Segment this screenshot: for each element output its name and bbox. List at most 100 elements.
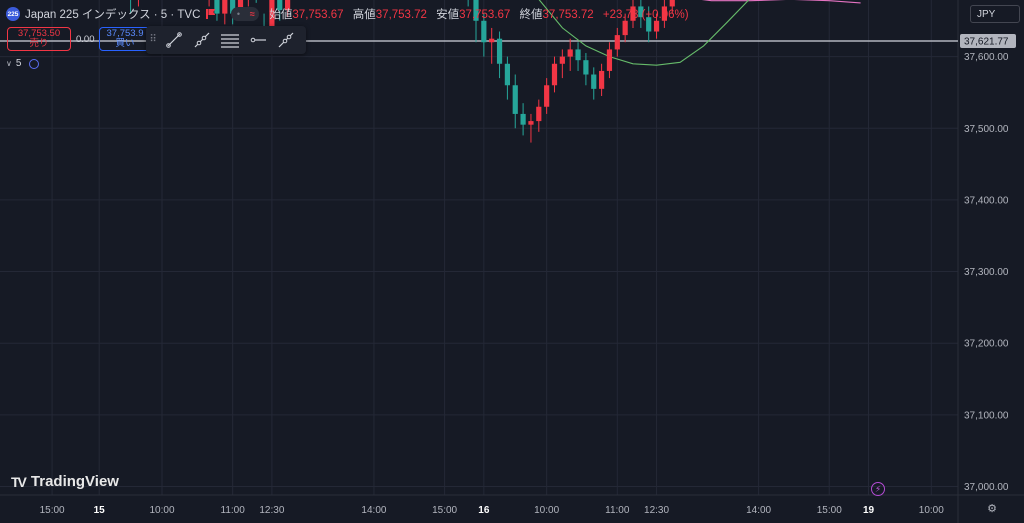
- candle: [551, 63, 558, 86]
- candle: [230, 0, 236, 14]
- x-tick-label: 16: [478, 505, 490, 516]
- chart-header: 225 Japan 225 インデックス · 5 · TVC • ≈ 始値37,…: [6, 6, 689, 22]
- horizontal-ray-icon[interactable]: [244, 28, 272, 52]
- candle: [528, 121, 534, 125]
- candle: [277, 0, 283, 11]
- candle: [638, 6, 644, 18]
- ohlc-low-value: 37,753.67: [459, 9, 511, 21]
- price-line-tag: [960, 34, 1016, 49]
- candle: [496, 38, 503, 64]
- candle: [630, 6, 636, 21]
- parallel-channel-icon[interactable]: [216, 28, 244, 52]
- trend-line-icon[interactable]: [160, 28, 188, 52]
- candle: [591, 74, 597, 89]
- candle: [661, 6, 667, 21]
- y-tick-label: 37,400.00: [964, 195, 1009, 206]
- currency-select[interactable]: JPY: [970, 5, 1020, 23]
- y-tick-label: 37,200.00: [964, 339, 1009, 350]
- ohlc-low-label: 安値: [436, 9, 460, 21]
- x-tick-label: 12:30: [259, 505, 284, 516]
- candle: [599, 70, 605, 89]
- pill-left: •: [236, 9, 240, 19]
- candle: [269, 0, 275, 32]
- x-tick-label: 15:00: [40, 505, 65, 516]
- candle: [512, 85, 518, 114]
- ohlc-change: +23.78 (+0.06%): [602, 9, 689, 21]
- ohlc-high-value: 37,753.72: [375, 9, 427, 21]
- x-tick-label: 12:30: [644, 505, 669, 516]
- x-tick-label: 15:00: [817, 505, 842, 516]
- y-tick-label: 37,500.00: [964, 124, 1009, 135]
- candle: [214, 0, 220, 14]
- x-tick-label: 10:00: [919, 505, 944, 516]
- price-line-label: 37,621.77: [964, 37, 1009, 48]
- candle: [481, 20, 487, 43]
- candle: [544, 85, 550, 107]
- lightning-icon[interactable]: ⚡: [871, 482, 885, 496]
- candle: [614, 35, 620, 50]
- y-tick-label: 37,600.00: [964, 52, 1009, 63]
- ohlc-high-label: 高値: [352, 9, 376, 21]
- candle: [583, 60, 589, 75]
- visibility-icon[interactable]: [29, 58, 40, 69]
- ohlc-open-value: 37,753.67: [292, 9, 344, 21]
- drawing-toolbar: ⠿: [146, 26, 306, 54]
- interval-toggle[interactable]: ∨ 5: [6, 58, 40, 69]
- buy-price: 37,753.9: [106, 28, 144, 39]
- ohlc-values: 始値37,753.67 高値37,753.72 安値37,753.67 終値37…: [269, 6, 688, 22]
- flag-icon[interactable]: [206, 9, 215, 19]
- y-tick-label: 37,000.00: [964, 482, 1009, 493]
- symbol-logo: 225: [6, 7, 20, 21]
- candle: [669, 0, 675, 7]
- x-tick-label: 19: [863, 505, 875, 516]
- extended-line-icon[interactable]: [272, 28, 300, 52]
- candle: [504, 63, 510, 86]
- candle: [473, 0, 479, 21]
- candle: [653, 20, 660, 32]
- buy-label: 買い: [115, 38, 135, 49]
- candle: [489, 38, 495, 43]
- candle: [622, 20, 628, 36]
- interval-value: 5: [15, 58, 22, 69]
- chevron-down-icon[interactable]: ∨: [6, 59, 12, 68]
- tradingview-mark-icon: TV: [11, 473, 27, 490]
- candle: [646, 17, 652, 32]
- candle: [222, 0, 228, 14]
- y-tick-label: 37,100.00: [964, 410, 1009, 421]
- buy-button[interactable]: 37,753.9 買い: [99, 27, 151, 51]
- ohlc-open-label: 始値: [269, 9, 293, 21]
- moving-average-long: [701, 0, 861, 4]
- x-tick-label: 11:00: [221, 505, 246, 516]
- sell-price: 37,753.50: [17, 28, 61, 39]
- ray-icon[interactable]: [188, 28, 216, 52]
- candle: [520, 113, 526, 125]
- x-tick-label: 14:00: [361, 505, 386, 516]
- indicator-pill[interactable]: • ≈: [231, 7, 260, 21]
- x-tick-label: 10:00: [534, 505, 559, 516]
- candle: [606, 49, 613, 71]
- ohlc-close-value: 37,753.72: [542, 9, 594, 21]
- spread-value: 0.00: [76, 34, 95, 45]
- x-tick-label: 15:00: [432, 505, 457, 516]
- pill-right: ≈: [249, 9, 255, 19]
- x-tick-label: 11:00: [605, 505, 630, 516]
- sell-button[interactable]: 37,753.50 売り: [7, 27, 71, 51]
- symbol-title[interactable]: Japan 225 インデックス · 5 · TVC: [25, 9, 201, 21]
- ohlc-close-label: 終値: [519, 9, 543, 21]
- candle: [567, 49, 573, 57]
- candle: [237, 0, 244, 14]
- x-tick-label: 15: [94, 505, 106, 516]
- gear-icon[interactable]: ⚙: [987, 503, 997, 515]
- candle: [536, 106, 542, 122]
- x-tick-label: 10:00: [149, 505, 174, 516]
- tradingview-logo[interactable]: TV TradingView: [11, 473, 119, 490]
- candle: [285, 0, 291, 11]
- x-tick-label: 14:00: [746, 505, 771, 516]
- y-tick-label: 37,300.00: [964, 267, 1009, 278]
- moving-average-short: [538, 0, 750, 66]
- candle: [559, 56, 565, 64]
- drag-handle-icon[interactable]: ⠿: [149, 34, 157, 45]
- sell-label: 売り: [29, 38, 49, 49]
